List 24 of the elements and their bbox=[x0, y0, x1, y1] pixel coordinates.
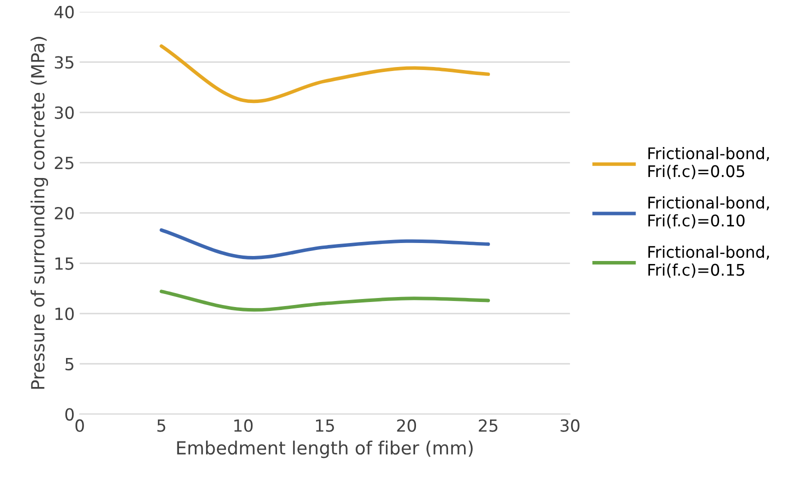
y-tick-label: 25 bbox=[54, 156, 74, 170]
y-tick-label: 15 bbox=[55, 257, 74, 270]
x-tick-label: 25 bbox=[478, 419, 498, 432]
y-tick-label: 0 bbox=[65, 408, 74, 421]
line-series bbox=[160, 290, 490, 312]
x-tick-label: 15 bbox=[316, 419, 334, 432]
x-tick-label: 20 bbox=[397, 419, 416, 432]
x-tick-label: 10 bbox=[234, 419, 253, 432]
x-tick-label: 5 bbox=[157, 419, 166, 432]
x-axis-title: Embedment length of fiber (mm) bbox=[177, 440, 473, 458]
y-tick-label: 35 bbox=[54, 56, 74, 69]
y-tick-label: 10 bbox=[55, 308, 74, 320]
line-series bbox=[160, 228, 490, 260]
y-tick-label: 30 bbox=[54, 106, 74, 119]
y-tick-label: 20 bbox=[54, 206, 74, 220]
legend-label: Frictional-bond, Fri(f.c)=0.15 bbox=[648, 246, 769, 278]
line-series bbox=[160, 44, 490, 104]
y-tick-label: 5 bbox=[66, 358, 74, 370]
y-axis-title: Pressure of surrounding concrete (MPa) bbox=[30, 36, 48, 389]
legend-label: Frictional-bond, Fri(f.c)=0.10 bbox=[648, 196, 769, 228]
x-tick-label: 0 bbox=[75, 419, 84, 432]
legend-label: Frictional-bond, Fri(f.c)=0.05 bbox=[648, 146, 769, 180]
x-tick-label: 30 bbox=[560, 419, 580, 432]
y-tick-label: 40 bbox=[54, 6, 74, 18]
